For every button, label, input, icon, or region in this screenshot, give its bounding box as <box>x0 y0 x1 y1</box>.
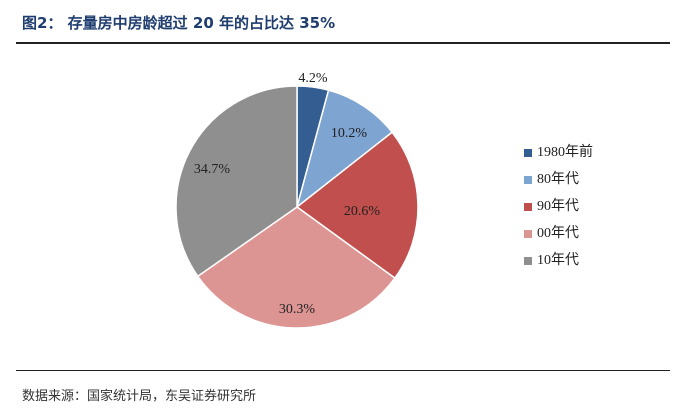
slice-label-2: 10.2% <box>331 126 368 141</box>
legend-swatch-4 <box>524 230 532 238</box>
legend-label-5: 10年代 <box>537 252 579 268</box>
legend-swatch-3 <box>524 203 532 211</box>
legend-label-4: 00年代 <box>537 225 579 241</box>
legend-swatch-5 <box>524 257 532 265</box>
source-divider <box>16 370 670 371</box>
chart-title: 图2： 存量房中房龄超过 20 年的占比达 35% <box>22 14 336 32</box>
slice-label-1: 4.2% <box>298 71 328 86</box>
slice-label-4: 30.3% <box>279 302 316 317</box>
legend-label-2: 80年代 <box>537 171 579 187</box>
pie-slice-3 <box>295 131 419 280</box>
pie-slice-4 <box>196 206 396 329</box>
legend-swatch-2 <box>524 176 532 184</box>
data-source: 数据来源：国家统计局，东吴证券研究所 <box>22 389 257 404</box>
pie-chart: 4.2% 10.2% 20.6% 30.3% 34.7% 1980年前 80年代 90年代 0… <box>175 71 593 329</box>
slice-label-5: 34.7% <box>194 162 231 177</box>
legend-label-1: 1980年前 <box>537 143 593 160</box>
title-divider <box>16 42 670 44</box>
pie-slice-5 <box>175 85 298 278</box>
legend-label-3: 90年代 <box>537 198 579 214</box>
slice-label-3: 20.6% <box>344 204 381 219</box>
legend-swatch-1 <box>524 149 532 157</box>
legend: 1980年前 80年代 90年代 00年代 10年代 <box>524 143 593 268</box>
pie-slice-2 <box>295 89 394 209</box>
